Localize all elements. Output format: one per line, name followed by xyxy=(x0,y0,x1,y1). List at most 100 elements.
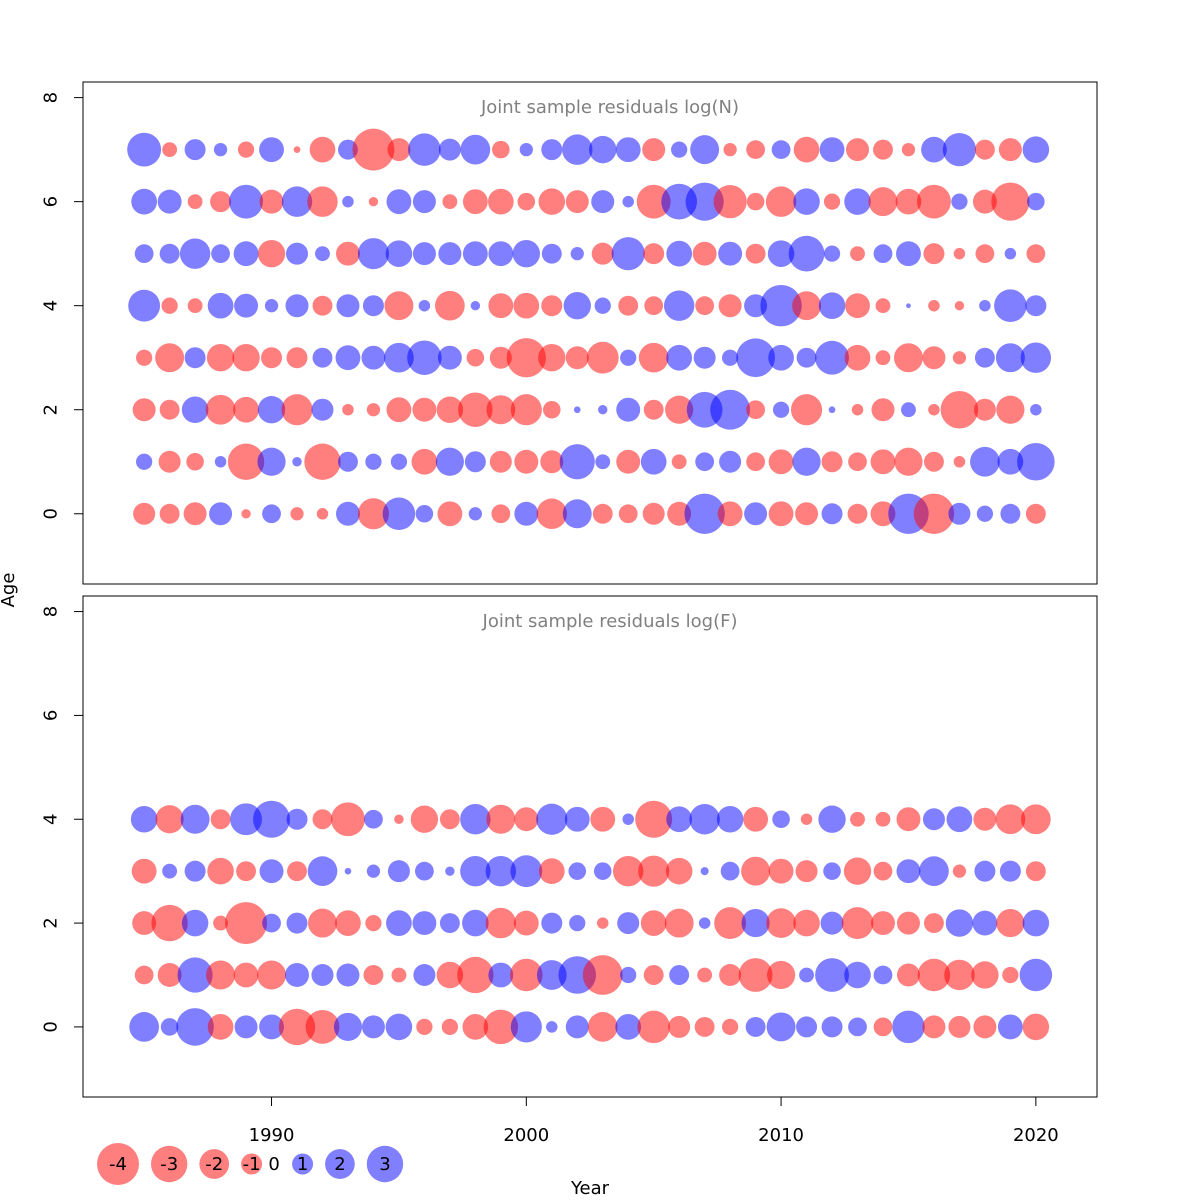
residual-bubble xyxy=(286,242,309,265)
residual-bubble xyxy=(972,910,998,936)
residual-bubble xyxy=(820,911,844,935)
residual-bubble xyxy=(616,449,641,474)
residual-bubble xyxy=(593,862,612,880)
residual-bubble xyxy=(760,284,802,327)
legend-label: -1 xyxy=(243,1154,261,1175)
residual-bubble xyxy=(875,811,891,827)
residual-bubble xyxy=(640,910,667,936)
residual-bubble xyxy=(488,962,514,988)
residual-bubble xyxy=(666,344,693,371)
legend-bubble xyxy=(199,1149,230,1179)
residual-bubble xyxy=(997,448,1024,475)
residual-bubble xyxy=(844,188,871,215)
residual-bubble xyxy=(510,1011,542,1043)
residual-bubble xyxy=(344,867,352,875)
residual-bubble xyxy=(698,917,711,929)
legend-label: -3 xyxy=(160,1154,178,1175)
residual-bubble xyxy=(821,503,843,525)
residual-bubble xyxy=(952,351,967,365)
y-tick-label: 8 xyxy=(41,92,62,103)
residual-bubble xyxy=(618,504,638,524)
residual-bubble xyxy=(799,967,814,983)
residual-bubble xyxy=(541,912,563,934)
residual-bubble xyxy=(211,244,230,264)
residual-bubble xyxy=(335,501,360,526)
residual-bubble xyxy=(973,1015,997,1039)
residual-bubble xyxy=(460,134,491,165)
residual-bubble xyxy=(309,136,336,163)
residual-bubble xyxy=(896,241,921,267)
residual-bubble xyxy=(180,804,210,834)
residual-bubble xyxy=(671,454,687,470)
residual-bubble xyxy=(227,443,265,480)
residual-bubble xyxy=(582,955,623,995)
residual-bubble xyxy=(768,344,794,371)
residual-bubble xyxy=(385,240,413,267)
residual-bubble xyxy=(666,806,693,833)
residual-bubble xyxy=(262,504,281,524)
residual-bubble xyxy=(159,243,180,264)
residual-bubble xyxy=(973,398,996,421)
y-tick-label: 8 xyxy=(41,606,62,617)
residual-bubble xyxy=(488,241,514,267)
residual-bubble xyxy=(594,297,611,314)
residual-bubble xyxy=(768,858,794,884)
residual-bubble xyxy=(892,1010,925,1044)
residual-bubble xyxy=(668,1015,691,1038)
residual-bubble xyxy=(262,913,281,933)
residual-bubble xyxy=(412,911,437,936)
legend-bubble xyxy=(97,1143,139,1185)
residual-bubble xyxy=(694,1016,715,1037)
residual-bubble xyxy=(644,296,664,316)
residual-bubble xyxy=(519,142,533,157)
residual-bubble xyxy=(622,195,634,208)
residual-bubble xyxy=(738,958,773,992)
residual-bubble xyxy=(663,290,695,321)
residual-bubble xyxy=(615,137,641,163)
residual-bubble xyxy=(160,1018,179,1036)
residual-bubble xyxy=(717,501,743,527)
residual-bubble xyxy=(690,135,720,165)
residual-bubble xyxy=(439,913,460,934)
residual-bubble xyxy=(257,447,286,476)
residual-bubble xyxy=(1019,958,1053,992)
residual-bubble xyxy=(942,133,977,167)
residual-bubble xyxy=(973,807,997,831)
residual-bubble xyxy=(460,804,491,835)
residual-bubble xyxy=(792,447,821,476)
residual-bubble xyxy=(841,907,874,939)
residual-bubble xyxy=(159,503,180,524)
residual-bubble xyxy=(512,239,540,268)
residual-bubble xyxy=(998,138,1022,162)
residual-bubble xyxy=(821,451,843,473)
residual-bubble xyxy=(407,340,442,375)
residual-bubble xyxy=(184,347,206,369)
residual-bubble xyxy=(1030,403,1042,416)
residual-bubble xyxy=(536,803,568,835)
residual-bubble xyxy=(259,137,284,163)
residual-bubble xyxy=(462,1014,489,1040)
residual-bubble xyxy=(415,504,434,523)
residual-bubble xyxy=(870,501,896,527)
panel-frame xyxy=(82,81,1098,585)
residual-bubble xyxy=(638,855,670,887)
residual-bubble xyxy=(1025,861,1046,882)
residual-bubble xyxy=(590,806,616,832)
residual-bubble xyxy=(134,965,154,985)
residual-bubble xyxy=(514,807,539,832)
residual-bubble xyxy=(162,142,178,158)
residual-bubble xyxy=(183,502,207,526)
residual-bubble xyxy=(435,447,464,476)
residual-bubble xyxy=(462,189,488,215)
residual-bubble xyxy=(541,243,562,264)
residual-bubble xyxy=(133,502,156,525)
residual-bubble xyxy=(1002,966,1019,984)
residual-bubble xyxy=(771,140,791,160)
legend-label: 2 xyxy=(334,1154,345,1175)
residual-bubble xyxy=(569,914,586,932)
residual-bubble xyxy=(230,803,262,836)
residual-bubble xyxy=(486,804,516,834)
residual-bubble xyxy=(766,1012,796,1042)
residual-bubble xyxy=(768,449,794,475)
